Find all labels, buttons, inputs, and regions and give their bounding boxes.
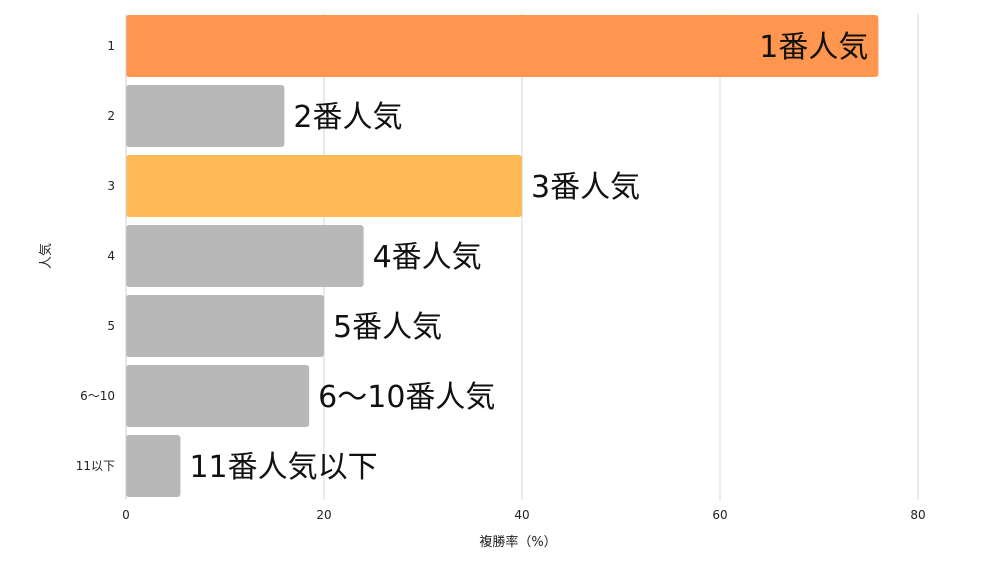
bar — [126, 295, 324, 357]
y-tick-label: 5 — [107, 319, 115, 333]
bar — [126, 15, 879, 77]
bar — [126, 85, 285, 147]
y-tick-label: 6〜10 — [80, 389, 115, 403]
bar-label: 11番人気以下 — [189, 450, 377, 485]
y-tick-label: 2 — [107, 109, 115, 123]
x-tick-label: 80 — [910, 508, 925, 522]
y-tick-label: 4 — [107, 249, 115, 263]
x-tick-label: 20 — [316, 508, 331, 522]
x-axis-ticks: 0 20 40 60 80 — [122, 508, 925, 522]
bar — [126, 435, 181, 497]
x-axis-title: 複勝率（%） — [479, 534, 556, 550]
bar-label: 6〜10番人気 — [318, 380, 495, 415]
bars — [126, 15, 879, 497]
bar-label: 2番人気 — [293, 100, 402, 135]
y-tick-label: 11以下 — [76, 459, 115, 473]
bar-labels: 1番人気 2番人気 3番人気 4番人気 5番人気 6〜10番人気 11番人気以下 — [189, 30, 868, 485]
bar — [126, 225, 364, 287]
y-axis-ticks: 1 2 3 4 5 6〜10 11以下 — [76, 39, 115, 473]
bar-label: 3番人気 — [531, 170, 640, 205]
y-tick-label: 1 — [107, 39, 115, 53]
y-tick-label: 3 — [107, 179, 115, 193]
bar — [126, 155, 522, 217]
bar-label: 1番人気 — [759, 30, 868, 65]
bar-label: 5番人気 — [333, 310, 442, 345]
y-axis-title: 人気 — [38, 243, 54, 269]
x-tick-label: 40 — [514, 508, 529, 522]
bar — [126, 365, 310, 427]
x-tick-label: 0 — [122, 508, 130, 522]
bar-label: 4番人気 — [373, 240, 482, 275]
x-tick-label: 60 — [712, 508, 727, 522]
